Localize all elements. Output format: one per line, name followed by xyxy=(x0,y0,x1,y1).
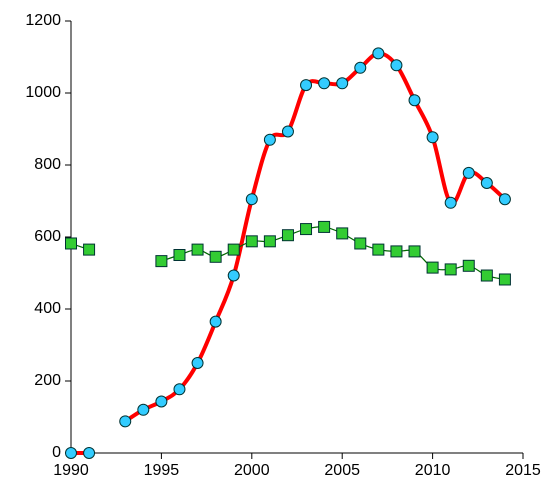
point xyxy=(408,94,421,107)
point xyxy=(480,269,493,282)
x-tick-label: 1995 xyxy=(144,462,180,479)
point xyxy=(354,61,367,74)
point xyxy=(155,395,168,408)
series-line xyxy=(71,51,507,455)
point xyxy=(336,77,349,90)
point xyxy=(498,273,511,286)
point xyxy=(372,47,385,60)
x-tick-label: 2005 xyxy=(324,462,360,479)
point xyxy=(209,315,222,328)
point xyxy=(263,133,276,146)
x-tick-label: 2000 xyxy=(234,462,270,479)
point xyxy=(390,245,403,258)
point xyxy=(390,59,403,72)
point xyxy=(300,223,313,236)
point xyxy=(83,447,96,459)
point xyxy=(480,177,493,189)
y-tick-label: 400 xyxy=(34,300,61,317)
point xyxy=(426,131,439,144)
point xyxy=(155,255,168,268)
point xyxy=(462,166,475,179)
y-tick-label: 600 xyxy=(34,228,61,245)
point xyxy=(137,403,150,416)
point xyxy=(318,77,331,90)
y-tick-label: 200 xyxy=(34,372,61,389)
point xyxy=(354,237,367,250)
x-tick-label: 1990 xyxy=(53,462,89,479)
point xyxy=(372,243,385,256)
y-tick-label: 1200 xyxy=(25,12,61,29)
point xyxy=(336,227,349,240)
x-tick-label: 2010 xyxy=(415,462,451,479)
point xyxy=(281,125,294,138)
point xyxy=(119,415,132,428)
point xyxy=(408,245,421,258)
point xyxy=(498,193,511,206)
point xyxy=(65,447,77,459)
point xyxy=(281,229,294,242)
point xyxy=(444,196,457,209)
y-tick-label: 1000 xyxy=(25,84,61,101)
point xyxy=(227,269,240,282)
point xyxy=(83,243,96,256)
point xyxy=(65,237,77,250)
point xyxy=(462,259,475,272)
point xyxy=(191,357,204,369)
x-tick-label: 2015 xyxy=(505,462,541,479)
y-tick-label: 0 xyxy=(52,444,61,461)
point xyxy=(426,261,439,274)
y-tick-label: 800 xyxy=(34,156,61,173)
point xyxy=(245,193,258,206)
point xyxy=(318,220,331,233)
point xyxy=(245,235,258,248)
point xyxy=(209,250,222,263)
point xyxy=(191,243,204,256)
point xyxy=(227,243,240,256)
point xyxy=(173,383,186,396)
point xyxy=(263,235,276,248)
point xyxy=(173,249,186,261)
point xyxy=(300,79,313,92)
point xyxy=(444,263,457,276)
